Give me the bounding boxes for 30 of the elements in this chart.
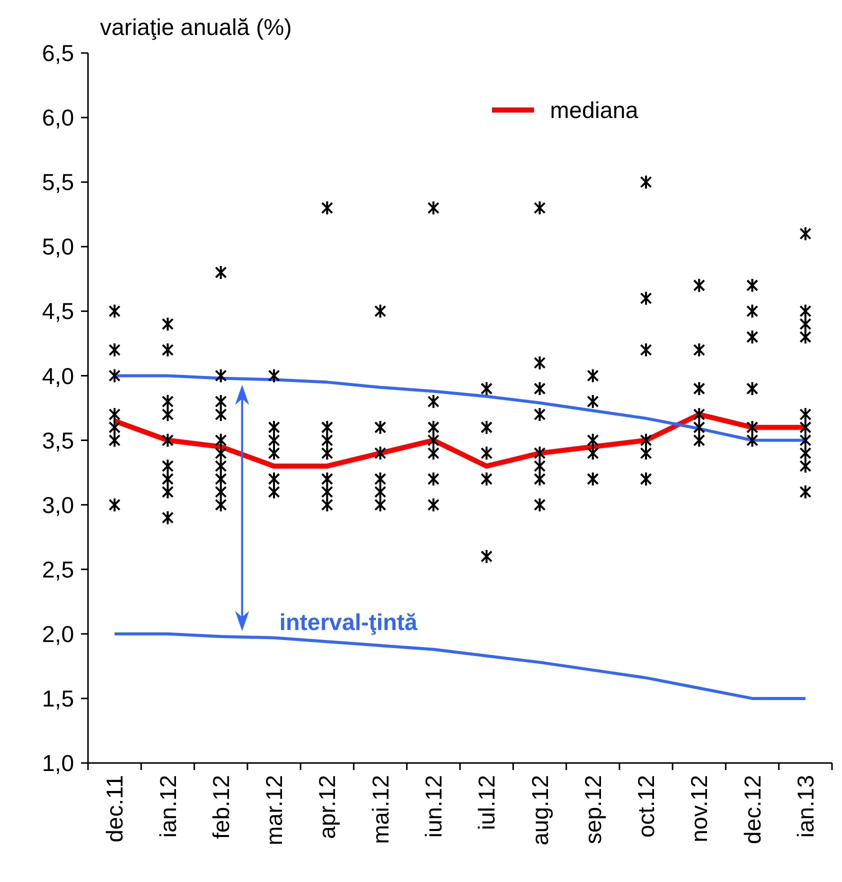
x-tick-label: ian.12 <box>154 775 181 838</box>
y-tick-label: 3,0 <box>42 492 74 518</box>
x-tick-label: aug.12 <box>526 775 553 846</box>
y-tick-label: 5,5 <box>42 169 74 196</box>
y-tick-label: 6,0 <box>42 104 74 131</box>
y-tick-label: 4,0 <box>42 362 74 389</box>
x-tick-label: dec.12 <box>739 775 766 844</box>
annotation: interval-ţintă <box>279 608 418 635</box>
x-tick-label: iun.12 <box>420 775 446 838</box>
y-tick-label: 5,0 <box>42 234 74 260</box>
line-series <box>113 374 807 442</box>
y-tick-label: 2,5 <box>42 556 74 582</box>
legend-label: mediana <box>550 97 638 124</box>
y-tick-label: 1,0 <box>42 750 74 776</box>
x-tick-label: mar.12 <box>261 775 288 846</box>
x-tick-label: mai.12 <box>367 775 394 844</box>
y-tick-label: 4,5 <box>42 298 74 324</box>
y-tick-label: 2,0 <box>42 620 74 647</box>
y-tick-label: 6,5 <box>42 40 74 66</box>
y-tick-label: 3,5 <box>42 427 74 454</box>
x-tick-label: nov.12 <box>686 775 712 842</box>
y-tick-label: 1,5 <box>42 686 74 712</box>
x-tick-label: apr.12 <box>314 775 340 839</box>
x-tick-label: ian.13 <box>792 775 818 838</box>
x-tick-label: feb.12 <box>208 775 234 839</box>
x-tick-label: sep.12 <box>580 775 606 844</box>
y-axis-title: variaţie anuală (%) <box>100 14 292 40</box>
x-tick-label: iul.12 <box>474 775 500 830</box>
x-tick-label: oct.12 <box>633 775 660 838</box>
x-tick-label: dec.11 <box>102 775 128 842</box>
